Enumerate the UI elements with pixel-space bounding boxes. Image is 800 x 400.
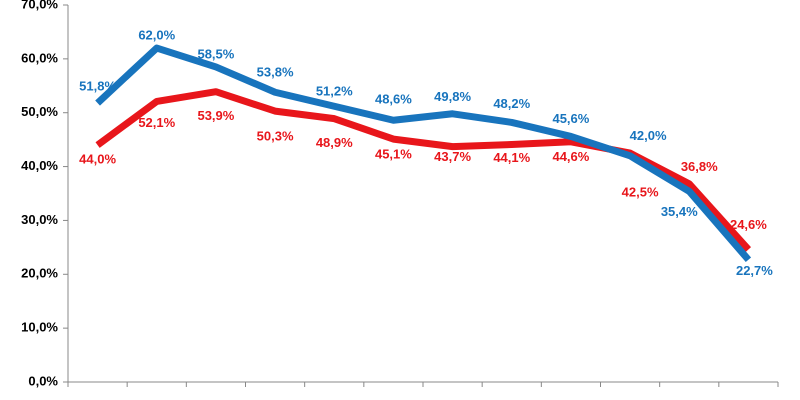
data-label: 48,9% [316,135,353,150]
data-label: 51,8% [79,78,116,93]
y-tick-label: 10,0% [21,320,58,335]
y-tick-label: 40,0% [21,158,58,173]
data-label: 36,8% [681,159,718,174]
data-label: 43,7% [434,149,471,164]
data-label: 44,6% [552,149,589,164]
data-label: 45,1% [375,147,412,162]
data-label: 44,1% [493,150,530,165]
y-tick-label: 50,0% [21,104,58,119]
data-label: 44,0% [79,151,116,166]
y-tick-label: 60,0% [21,50,58,65]
data-label: 58,5% [197,46,234,61]
y-tick-label: 20,0% [21,266,58,281]
data-label: 48,2% [493,96,530,111]
data-label: 22,7% [736,263,773,278]
data-label: 53,9% [197,108,234,123]
y-tick-label: 70,0% [21,0,58,11]
data-label: 51,2% [316,84,353,99]
data-label: 50,3% [257,129,294,144]
data-label: 48,6% [375,92,412,107]
data-label: 52,1% [138,115,175,130]
data-label: 45,6% [552,111,589,126]
data-label: 24,6% [730,217,767,232]
y-tick-label: 0,0% [28,373,58,388]
series-line [95,44,752,263]
data-label: 42,0% [630,128,667,143]
data-label: 62,0% [138,28,175,43]
y-tick-label: 30,0% [21,212,58,227]
data-label: 35,4% [661,204,698,219]
data-label: 53,8% [257,65,294,80]
data-label: 49,8% [434,89,471,104]
data-label: 42,5% [622,185,659,200]
